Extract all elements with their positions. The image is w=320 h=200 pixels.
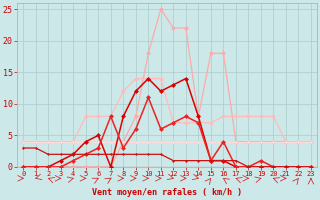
X-axis label: Vent moyen/en rafales ( km/h ): Vent moyen/en rafales ( km/h ): [92, 188, 242, 197]
